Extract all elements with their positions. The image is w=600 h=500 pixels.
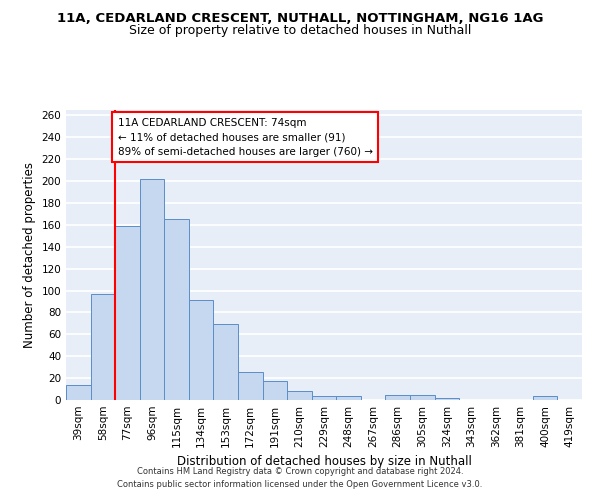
Bar: [385, 394, 410, 400]
Bar: [434, 398, 459, 400]
Y-axis label: Number of detached properties: Number of detached properties: [23, 162, 36, 348]
Bar: [140, 179, 164, 400]
Bar: [336, 396, 361, 400]
Text: Size of property relative to detached houses in Nuthall: Size of property relative to detached ho…: [129, 24, 471, 37]
Bar: [533, 396, 557, 400]
Bar: [164, 220, 189, 400]
Text: Contains public sector information licensed under the Open Government Licence v3: Contains public sector information licen…: [118, 480, 482, 489]
Bar: [312, 396, 336, 400]
Bar: [263, 382, 287, 400]
Bar: [115, 226, 140, 400]
Bar: [214, 324, 238, 400]
Text: 11A CEDARLAND CRESCENT: 74sqm
← 11% of detached houses are smaller (91)
89% of s: 11A CEDARLAND CRESCENT: 74sqm ← 11% of d…: [118, 118, 373, 158]
Text: 11A, CEDARLAND CRESCENT, NUTHALL, NOTTINGHAM, NG16 1AG: 11A, CEDARLAND CRESCENT, NUTHALL, NOTTIN…: [57, 12, 543, 26]
Bar: [238, 372, 263, 400]
Bar: [66, 384, 91, 400]
X-axis label: Distribution of detached houses by size in Nuthall: Distribution of detached houses by size …: [176, 456, 472, 468]
Text: Contains HM Land Registry data © Crown copyright and database right 2024.: Contains HM Land Registry data © Crown c…: [137, 467, 463, 476]
Bar: [287, 391, 312, 400]
Bar: [189, 300, 214, 400]
Bar: [410, 394, 434, 400]
Bar: [91, 294, 115, 400]
